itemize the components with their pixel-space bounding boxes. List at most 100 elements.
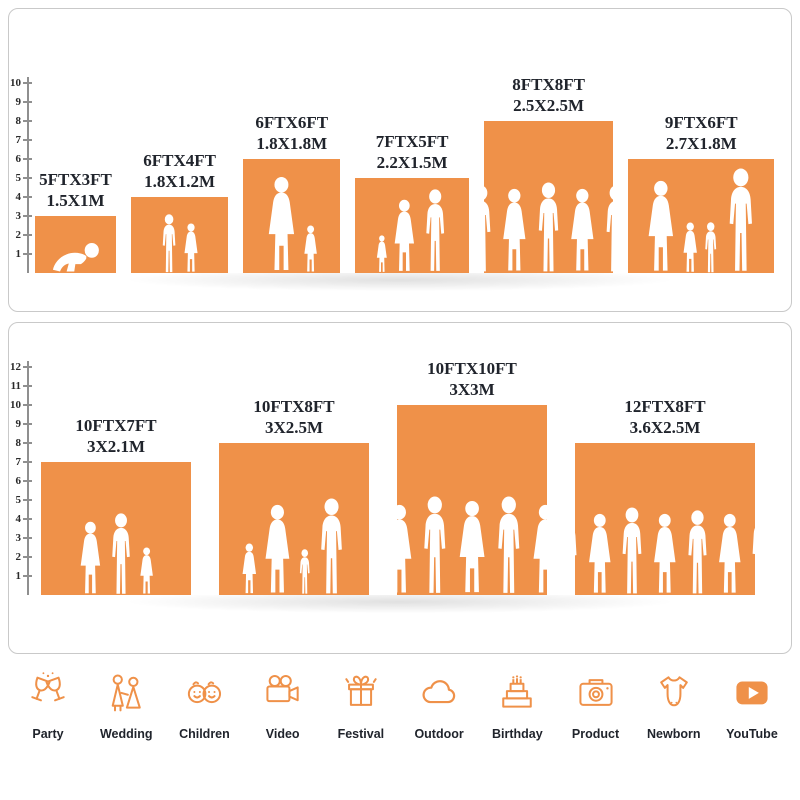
- size-m-label: 3X2.5M: [264, 418, 324, 438]
- ruler-tick: [23, 253, 32, 255]
- man-silhouette-icon: [601, 185, 631, 273]
- festival-gift-icon: [345, 675, 377, 706]
- backdrop-size-label: 10FTX10FT 3X3M: [397, 358, 547, 402]
- ruler-number: 4: [15, 513, 22, 525]
- category-label: Product: [571, 727, 620, 741]
- medium-large-panel: 1 2 3 4 5 6 7 8 9 10 11 12 10FTX7FT 3X2.1M 10FTX8FT 3X…: [8, 322, 792, 654]
- ruler-tick: [23, 385, 32, 387]
- category-birthday: Birthday: [479, 662, 555, 741]
- ruler-tick: [23, 556, 32, 558]
- ruler-tick: [23, 499, 32, 501]
- ruler-number: 9: [15, 96, 22, 108]
- size-m-label: 1.8X1.2M: [144, 172, 215, 192]
- size-m-label: 2.2X1.5M: [376, 153, 448, 173]
- ruler-line: [27, 77, 29, 273]
- size-ft-label: 9FTX6FT: [664, 113, 738, 132]
- youtube-play-icon: [736, 681, 768, 705]
- size-ft-label: 7FTX5FT: [375, 132, 449, 151]
- ruler-number: 7: [15, 456, 22, 468]
- category-label: Festival: [337, 727, 385, 741]
- ruler-number: 11: [10, 380, 21, 392]
- backdrop-block-12ftx8ft: [575, 443, 755, 595]
- ruler-number: 3: [15, 532, 22, 544]
- category-label: Wedding: [99, 727, 153, 741]
- ruler-number: 2: [15, 551, 22, 563]
- ruler-number: 3: [15, 210, 22, 222]
- woman-silhouette-icon: [383, 504, 416, 595]
- ruler-number: 5: [15, 172, 22, 184]
- size-ft-label: 10FTX10FT: [427, 359, 517, 378]
- man-silhouette-icon: [723, 168, 759, 273]
- man-silhouette-icon: [466, 185, 496, 273]
- ruler-tick: [23, 366, 32, 368]
- ground-shadow: [34, 273, 766, 307]
- girl-silhouette-icon: [240, 543, 259, 595]
- size-m-label: 2.5X2.5M: [513, 96, 584, 116]
- woman-silhouette-icon: [567, 188, 598, 273]
- size-ft-label: 10FTX8FT: [253, 397, 335, 416]
- category-video: Video: [245, 662, 321, 741]
- woman-silhouette-icon: [391, 199, 418, 273]
- ruler-number: 10: [10, 77, 21, 89]
- backdrop-block-10ftx7ft: [41, 462, 191, 595]
- backdrop-size-label: 6FTX4FT 1.8X1.2M: [105, 150, 255, 194]
- wedding-couple-icon: [111, 674, 141, 712]
- man-silhouette-icon: [492, 496, 526, 595]
- man-silhouette-icon: [553, 510, 582, 595]
- ruler-line: [27, 361, 29, 595]
- backdrop-size-label: 9FTX6FT 2.7X1.8M: [626, 112, 776, 156]
- size-m-label: 1.5X1M: [46, 191, 105, 211]
- category-label: Video: [265, 727, 300, 741]
- ruler-tick: [23, 404, 32, 406]
- category-festival: Festival: [323, 662, 399, 741]
- category-newborn: Newborn: [636, 662, 712, 741]
- size-m-label: 1.8X1.8M: [256, 134, 328, 154]
- children-faces-icon: [188, 681, 222, 704]
- category-label: Newborn: [647, 727, 701, 741]
- woman-silhouette-icon: [715, 513, 745, 595]
- category-label: Birthday: [491, 727, 543, 741]
- category-label: Party: [32, 727, 64, 741]
- ruler-tick: [23, 461, 32, 463]
- boy-silhouette-icon: [297, 549, 313, 595]
- backdrop-block-9ftx6ft: [628, 159, 775, 273]
- man-silhouette-icon: [617, 507, 647, 595]
- ruler-number: 6: [15, 475, 22, 487]
- category-row: Party Wedding Children Video Festival Outdoor…: [10, 662, 790, 772]
- backdrop-block-8ftx8ft: [484, 121, 614, 273]
- woman-silhouette-icon: [585, 513, 615, 595]
- ruler-number: 10: [10, 399, 21, 411]
- size-m-label: 3.6X2.5M: [629, 418, 701, 438]
- ruler-number: 9: [15, 418, 22, 430]
- girl-silhouette-icon: [375, 235, 389, 273]
- category-children: Children: [166, 662, 242, 741]
- woman-silhouette-icon: [455, 500, 489, 595]
- ruler-tick: [23, 423, 32, 425]
- category-wedding: Wedding: [88, 662, 164, 741]
- backdrop-size-label: 6FTX6FT 1.8X1.8M: [217, 112, 367, 156]
- ruler-number: 5: [15, 494, 22, 506]
- ruler-number: 8: [15, 437, 22, 449]
- backdrop-block-10ftx8ft: [219, 443, 369, 595]
- backdrop-block-6ftx6ft: [243, 159, 341, 273]
- ruler-number: 2: [15, 229, 22, 241]
- ruler-number: 12: [10, 361, 21, 373]
- baby-silhouette-icon: [48, 239, 103, 273]
- man-silhouette-icon: [107, 513, 135, 595]
- boy-silhouette-icon: [702, 222, 719, 273]
- ruler-tick: [23, 480, 32, 482]
- category-label: Outdoor: [414, 727, 464, 741]
- size-ft-label: 12FTX8FT: [624, 397, 706, 416]
- backdrop-size-label: 12FTX8FT 3.6X2.5M: [590, 396, 740, 440]
- ruler-number: 4: [15, 191, 22, 203]
- size-ft-label: 6FTX4FT: [143, 151, 216, 170]
- boy-silhouette-icon: [159, 214, 179, 273]
- ruler-tick: [23, 196, 32, 198]
- ruler-tick: [23, 442, 32, 444]
- woman-silhouette-icon: [650, 513, 680, 595]
- category-label: YouTube: [726, 727, 778, 741]
- newborn-onesie-icon: [659, 676, 688, 707]
- woman-silhouette-icon: [77, 521, 104, 595]
- size-ft-label: 6FTX6FT: [255, 113, 329, 132]
